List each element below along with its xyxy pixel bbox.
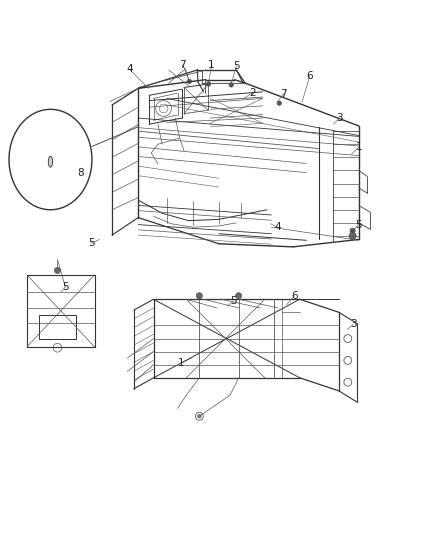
Text: 1: 1 (355, 142, 362, 152)
Circle shape (229, 83, 233, 87)
Text: 5: 5 (230, 296, 237, 306)
Circle shape (277, 101, 282, 106)
Polygon shape (33, 140, 64, 181)
Text: 8: 8 (77, 168, 84, 177)
Circle shape (206, 82, 211, 86)
Text: 6: 6 (291, 291, 297, 301)
Circle shape (236, 293, 242, 299)
Text: 5: 5 (88, 238, 94, 248)
Text: 7: 7 (180, 60, 186, 70)
Text: 7: 7 (280, 88, 287, 99)
Circle shape (54, 268, 60, 273)
Text: 5: 5 (62, 282, 69, 292)
Circle shape (350, 233, 355, 239)
Circle shape (39, 146, 46, 152)
Text: 3: 3 (336, 113, 343, 123)
Text: 1: 1 (178, 358, 184, 368)
Text: 5: 5 (355, 220, 362, 230)
Ellipse shape (9, 109, 92, 210)
Text: 2: 2 (249, 88, 255, 98)
Polygon shape (24, 144, 33, 171)
Text: 4: 4 (274, 222, 281, 232)
Text: 4: 4 (126, 64, 133, 74)
Polygon shape (42, 131, 59, 140)
Text: 6: 6 (307, 71, 313, 80)
Ellipse shape (48, 156, 53, 167)
Text: 5: 5 (233, 61, 240, 71)
Circle shape (198, 415, 201, 418)
Circle shape (349, 232, 356, 239)
Bar (39, 315, 76, 339)
Circle shape (187, 79, 191, 84)
Text: 1: 1 (208, 60, 215, 70)
Text: 3: 3 (350, 319, 357, 329)
Circle shape (350, 228, 355, 233)
Circle shape (196, 293, 202, 299)
